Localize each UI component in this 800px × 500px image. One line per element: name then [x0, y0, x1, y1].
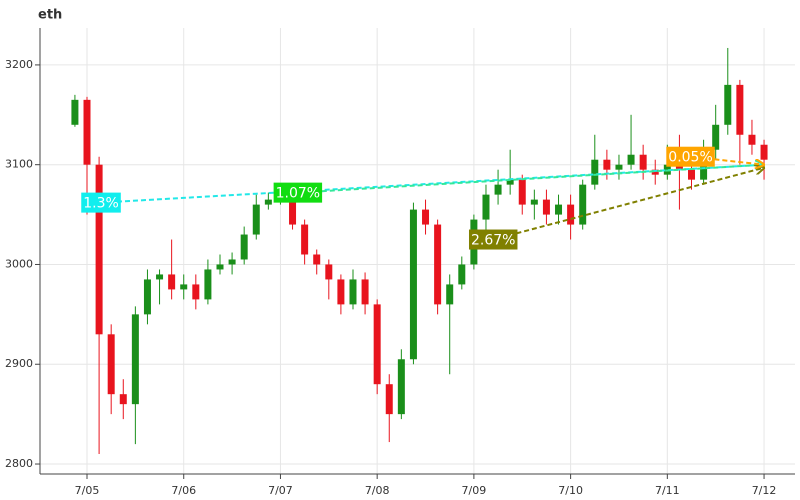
annotation-line [297, 165, 764, 194]
candle-body [422, 209, 430, 225]
candle-body [361, 279, 369, 305]
candle-body [591, 159, 599, 185]
candle-body [530, 199, 538, 205]
candle-body [494, 184, 502, 195]
candle-body [434, 224, 442, 305]
y-tick-label: 3000 [5, 257, 33, 270]
x-tick-label: 7/08 [365, 484, 390, 497]
candle-body [542, 199, 550, 215]
candle-body [506, 179, 514, 185]
candle-body [760, 144, 768, 160]
candle-body [107, 334, 115, 395]
candle-body [639, 154, 647, 170]
candle-body [627, 154, 635, 165]
candle-body [325, 264, 333, 280]
annotation-label: 2.67% [468, 229, 518, 250]
x-tick-label: 7/10 [558, 484, 583, 497]
annotation-line [100, 165, 764, 204]
candle-body [385, 384, 393, 415]
annotation-box [666, 146, 715, 167]
candle-body [204, 269, 212, 300]
candle-body [349, 279, 357, 305]
annotation-text: 2.67% [471, 233, 515, 249]
annotation-box [273, 182, 323, 203]
candle-body [615, 164, 623, 170]
annotation-box [81, 192, 121, 213]
candle-body [446, 284, 454, 305]
candle-body [337, 279, 345, 305]
x-tick-label: 7/05 [75, 484, 100, 497]
candle-body [555, 204, 563, 215]
x-tick-label: 7/06 [171, 484, 196, 497]
y-tick-label: 2800 [5, 457, 33, 470]
candle-body [156, 274, 164, 280]
candle-body [119, 394, 127, 405]
candle-body [216, 264, 224, 270]
candle-body [143, 279, 151, 315]
candle-body [313, 254, 321, 265]
candle-body [301, 224, 309, 255]
candle-body [724, 84, 732, 125]
x-tick-label: 7/12 [752, 484, 777, 497]
candle-body [240, 234, 248, 260]
candle-body [131, 314, 139, 405]
annotation-line [492, 168, 764, 241]
annotation-label: 1.3% [81, 192, 121, 213]
candle-body [409, 209, 417, 360]
candle-body [458, 264, 466, 285]
chart-title: eth [38, 8, 62, 23]
candle-body [736, 84, 744, 135]
y-tick-label: 3200 [5, 58, 33, 71]
annotation-text: 1.3% [83, 196, 119, 212]
candle-body [712, 124, 720, 150]
candle-body [228, 259, 236, 265]
candle-body [688, 169, 696, 180]
candle-body [567, 204, 575, 225]
x-tick-label: 7/07 [268, 484, 293, 497]
candle-body [95, 164, 103, 335]
candle-body [373, 304, 381, 385]
x-tick-label: 7/11 [655, 484, 680, 497]
candle-body [675, 164, 683, 170]
candle-body [651, 169, 659, 175]
annotation-text: 1.07% [276, 186, 320, 202]
x-tick-label: 7/09 [462, 484, 487, 497]
candle-body [482, 194, 490, 220]
candle-body [264, 199, 272, 205]
candle-body [168, 274, 176, 290]
candle-body [518, 179, 526, 205]
candle-body [603, 159, 611, 170]
annotation-box [468, 229, 518, 250]
candle-body [180, 284, 188, 290]
candle-body [289, 194, 297, 225]
candle-body [748, 134, 756, 145]
candle-body [71, 99, 79, 125]
candle-body [192, 284, 200, 300]
candle-body [579, 184, 587, 225]
candle-body [83, 99, 91, 165]
candle-body [397, 359, 405, 415]
y-tick-label: 2900 [5, 357, 33, 370]
y-tick-label: 3100 [5, 158, 33, 171]
annotation-label: 0.05% [666, 146, 715, 167]
candle-body [252, 204, 260, 235]
annotation-text: 0.05% [668, 150, 712, 166]
annotation-label: 1.07% [273, 182, 323, 203]
